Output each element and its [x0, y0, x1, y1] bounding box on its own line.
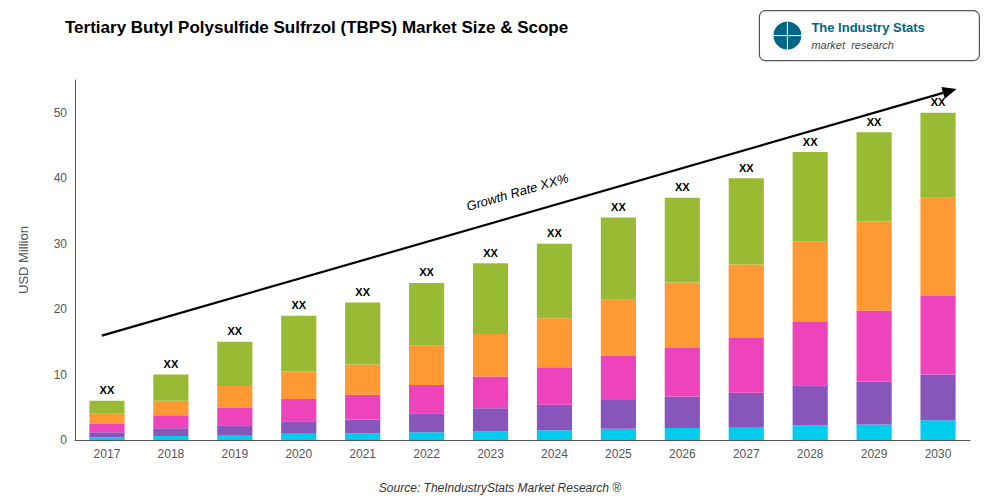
svg-text:XX: XX	[803, 136, 818, 148]
svg-text:2020: 2020	[285, 447, 312, 461]
svg-text:XX: XX	[291, 299, 306, 311]
svg-text:XX: XX	[100, 384, 115, 396]
svg-text:XX: XX	[739, 162, 754, 174]
svg-text:2027: 2027	[733, 447, 760, 461]
svg-text:XX: XX	[164, 358, 179, 370]
svg-text:XX: XX	[419, 266, 434, 278]
svg-text:2025: 2025	[605, 447, 632, 461]
svg-text:40: 40	[54, 171, 68, 185]
svg-text:2017: 2017	[94, 447, 121, 461]
svg-text:20: 20	[54, 302, 68, 316]
svg-text:XX: XX	[931, 96, 946, 108]
svg-text:2030: 2030	[925, 447, 952, 461]
svg-text:2029: 2029	[861, 447, 888, 461]
svg-text:2018: 2018	[158, 447, 185, 461]
svg-text:Source: TheIndustryStats Marke: Source: TheIndustryStats Market Research…	[379, 481, 621, 495]
svg-text:2024: 2024	[541, 447, 568, 461]
svg-text:Growth Rate XX%: Growth Rate XX%	[465, 170, 571, 214]
svg-text:2022: 2022	[413, 447, 440, 461]
svg-text:30: 30	[54, 237, 68, 251]
svg-text:XX: XX	[547, 227, 562, 239]
svg-text:XX: XX	[355, 286, 370, 298]
svg-text:2026: 2026	[669, 447, 696, 461]
svg-text:2023: 2023	[477, 447, 504, 461]
svg-text:2019: 2019	[221, 447, 248, 461]
svg-text:market research: market research	[811, 39, 894, 51]
svg-text:The Industry Stats: The Industry Stats	[811, 20, 924, 35]
svg-text:2028: 2028	[797, 447, 824, 461]
svg-text:XX: XX	[483, 247, 498, 259]
svg-text:XX: XX	[675, 181, 690, 193]
svg-text:0: 0	[60, 433, 67, 447]
svg-text:XX: XX	[867, 116, 882, 128]
svg-text:10: 10	[54, 368, 68, 382]
svg-text:USD Million: USD Million	[16, 226, 31, 294]
svg-text:50: 50	[54, 106, 68, 120]
svg-text:Tertiary Butyl Polysulfide Sul: Tertiary Butyl Polysulfide Sulfrzol (TBP…	[65, 18, 568, 37]
svg-text:2021: 2021	[349, 447, 376, 461]
svg-text:XX: XX	[611, 201, 626, 213]
svg-text:XX: XX	[227, 325, 242, 337]
